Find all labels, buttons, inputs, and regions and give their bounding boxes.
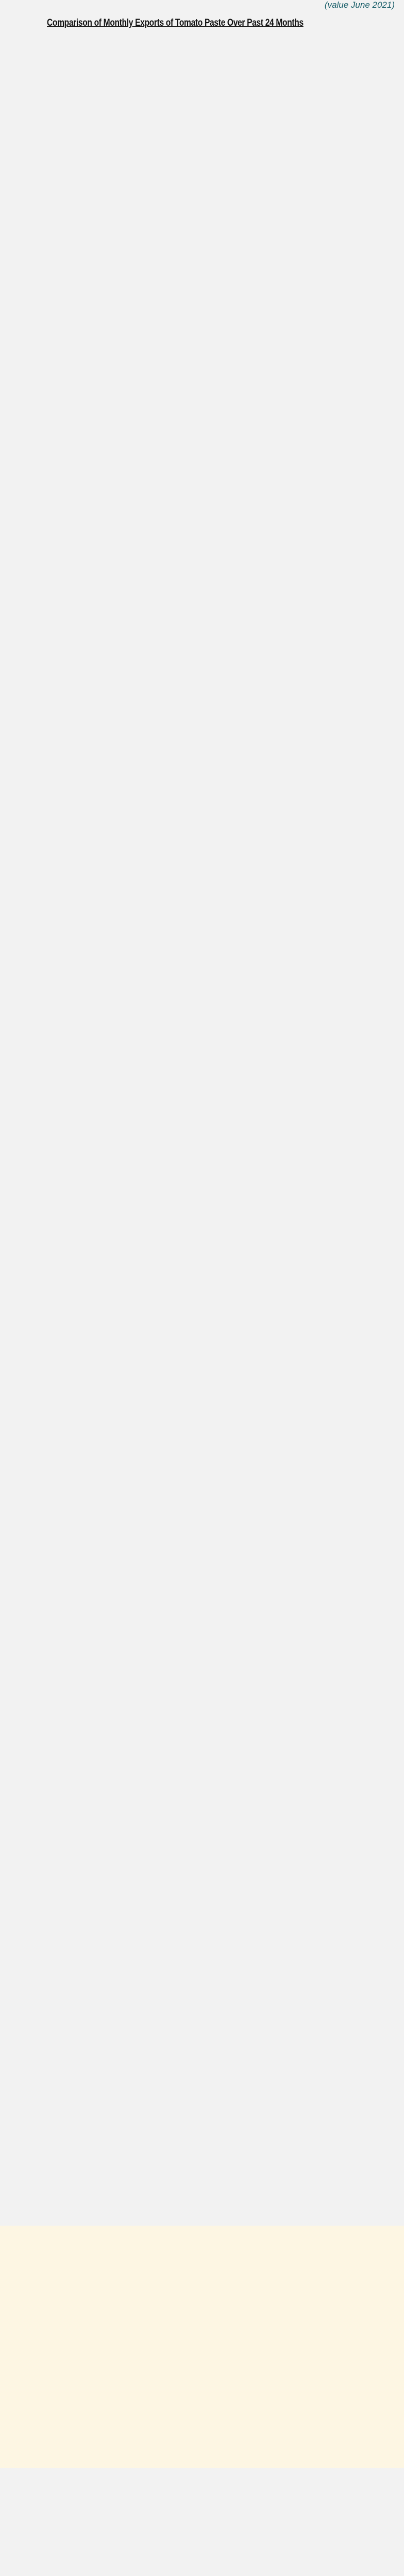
chart-section-greece [0, 531, 404, 773]
chart-section-usa [0, 1984, 404, 2226]
chart-greece [0, 531, 404, 737]
chart-section-netherlands [0, 2226, 404, 2468]
chart-ukraine [0, 1741, 404, 1947]
chart-section-turkey [0, 1499, 404, 1741]
chart-turkey [0, 1499, 404, 1705]
chart-section-ukraine [0, 1741, 404, 1984]
chart-china [0, 289, 404, 495]
chart-italy [0, 773, 404, 979]
page-title: Comparison of Monthly Exports of Tomato … [47, 18, 304, 28]
chart-section-italy [0, 773, 404, 1015]
chart-netherlands [0, 2226, 404, 2432]
chart-section-portugal [0, 1015, 404, 1257]
footnote: (value June 2021) [324, 0, 395, 10]
chart-section-spain [0, 1257, 404, 1499]
chart-usa [0, 1984, 404, 2190]
chart-section-chile [0, 46, 404, 289]
chart-section-top10 [0, 2468, 404, 2576]
chart-chile [0, 46, 404, 252]
chart-section-china [0, 289, 404, 531]
chart-portugal [0, 1015, 404, 1221]
chart-spain [0, 1257, 404, 1463]
chart-top10 [0, 2468, 404, 2576]
